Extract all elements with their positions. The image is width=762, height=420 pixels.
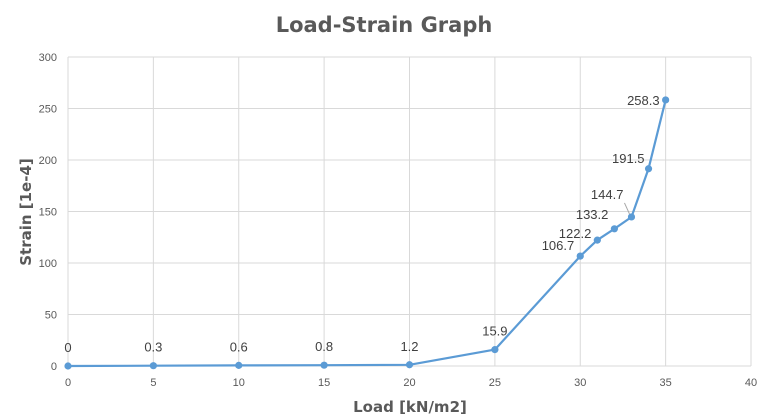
data-label: 258.3: [627, 93, 660, 108]
y-axis-title: Strain [1e-4]: [17, 158, 35, 266]
y-tick-label: 250: [39, 104, 57, 116]
label-leader-line: [624, 202, 630, 215]
gridlines: [67, 56, 752, 367]
data-label: 15.9: [482, 324, 507, 339]
data-label: 191.5: [612, 151, 645, 166]
x-tick-label: 20: [403, 377, 415, 389]
data-label: 1.2: [400, 339, 418, 354]
data-point: [627, 213, 636, 221]
data-point: [64, 362, 72, 370]
x-tick-label: 30: [574, 377, 586, 389]
x-axis-title: Load [kN/m2]: [353, 398, 467, 416]
x-axis-ticks: 0 5 10 15 20 25 30 35 40: [65, 377, 757, 389]
y-tick-label: 50: [45, 310, 57, 322]
data-point: [576, 252, 584, 260]
x-tick-label: 5: [150, 377, 156, 389]
y-tick-label: 300: [39, 52, 57, 64]
data-points: [64, 96, 670, 370]
x-tick-label: 40: [745, 377, 757, 389]
data-label: 0.8: [315, 339, 333, 354]
y-tick-label: 0: [51, 361, 57, 373]
data-label: 106.7: [542, 238, 575, 253]
chart-title: Load-Strain Graph: [276, 13, 493, 37]
x-tick-label: 35: [660, 377, 672, 389]
x-tick-label: 25: [489, 377, 501, 389]
data-point: [491, 346, 499, 354]
series-line-group: [67, 99, 667, 368]
data-point: [593, 236, 601, 244]
y-tick-label: 150: [39, 207, 57, 219]
series-line: [67, 99, 667, 368]
data-point: [644, 165, 653, 173]
data-label: 133.2: [576, 207, 609, 222]
y-tick-label: 100: [39, 258, 57, 270]
data-label: 0.6: [230, 339, 248, 354]
data-label: 0: [64, 340, 71, 355]
data-point: [235, 361, 243, 369]
x-tick-label: 10: [233, 377, 245, 389]
data-point: [405, 361, 414, 369]
y-axis-ticks: 0 50 100 150 200 250 300: [39, 52, 57, 373]
y-tick-label: 200: [39, 155, 57, 167]
x-tick-label: 0: [65, 377, 71, 389]
data-point: [320, 361, 328, 369]
data-label: 144.7: [591, 187, 624, 202]
data-label: 0.3: [144, 340, 162, 355]
data-point: [610, 225, 619, 233]
data-point: [149, 362, 157, 370]
data-label: 122.2: [559, 226, 592, 241]
x-tick-label: 15: [318, 377, 330, 389]
data-point: [662, 96, 670, 104]
